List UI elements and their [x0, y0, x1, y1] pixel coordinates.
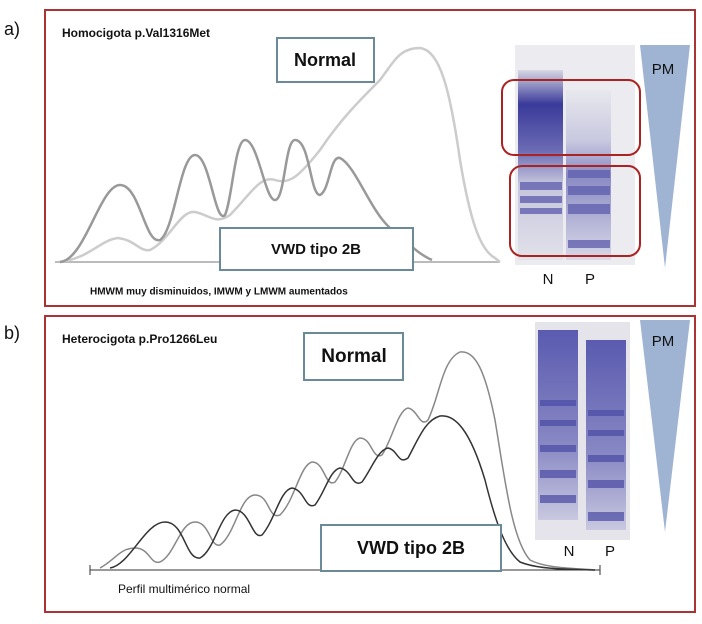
- label-box: [320, 524, 502, 572]
- pm-label: PM: [652, 333, 675, 350]
- pm-triangle: [640, 45, 690, 268]
- panel-frame: [44, 315, 696, 613]
- highlight-box: [509, 165, 641, 257]
- label-box: [303, 332, 404, 381]
- lane-label: N: [543, 271, 554, 288]
- patient-trace: [109, 415, 596, 571]
- pm-label: PM: [652, 61, 675, 78]
- patient-label: VWD tipo 2B: [357, 538, 465, 558]
- lane-label: N: [564, 543, 575, 560]
- gel-bands: [520, 170, 610, 248]
- panel-title: Heterocigota p.Pro1266Leu: [62, 332, 217, 346]
- label-box: [276, 37, 375, 83]
- caption: HMWM muy disminuidos, IMWM y LMWM aument…: [90, 287, 348, 298]
- pm-triangle: [640, 320, 690, 532]
- patient-label: VWD tipo 2B: [271, 241, 361, 258]
- label-box: [219, 227, 414, 271]
- panel-frame: [44, 9, 696, 307]
- normal-label: Normal: [321, 346, 386, 367]
- panel-letter: a): [4, 19, 20, 39]
- panel-letter: b): [4, 323, 20, 343]
- lane-label: P: [585, 271, 595, 288]
- lane-label: P: [605, 543, 615, 560]
- normal-label: Normal: [294, 50, 356, 70]
- normal-trace: [59, 46, 501, 264]
- highlight-box: [501, 79, 641, 156]
- caption: Perfil multimérico normal: [118, 582, 250, 596]
- panel-title: Homocigota p.Val1316Met: [62, 26, 210, 40]
- normal-trace: [99, 351, 596, 571]
- patient-trace: [59, 138, 433, 264]
- gel-bands: [540, 400, 624, 521]
